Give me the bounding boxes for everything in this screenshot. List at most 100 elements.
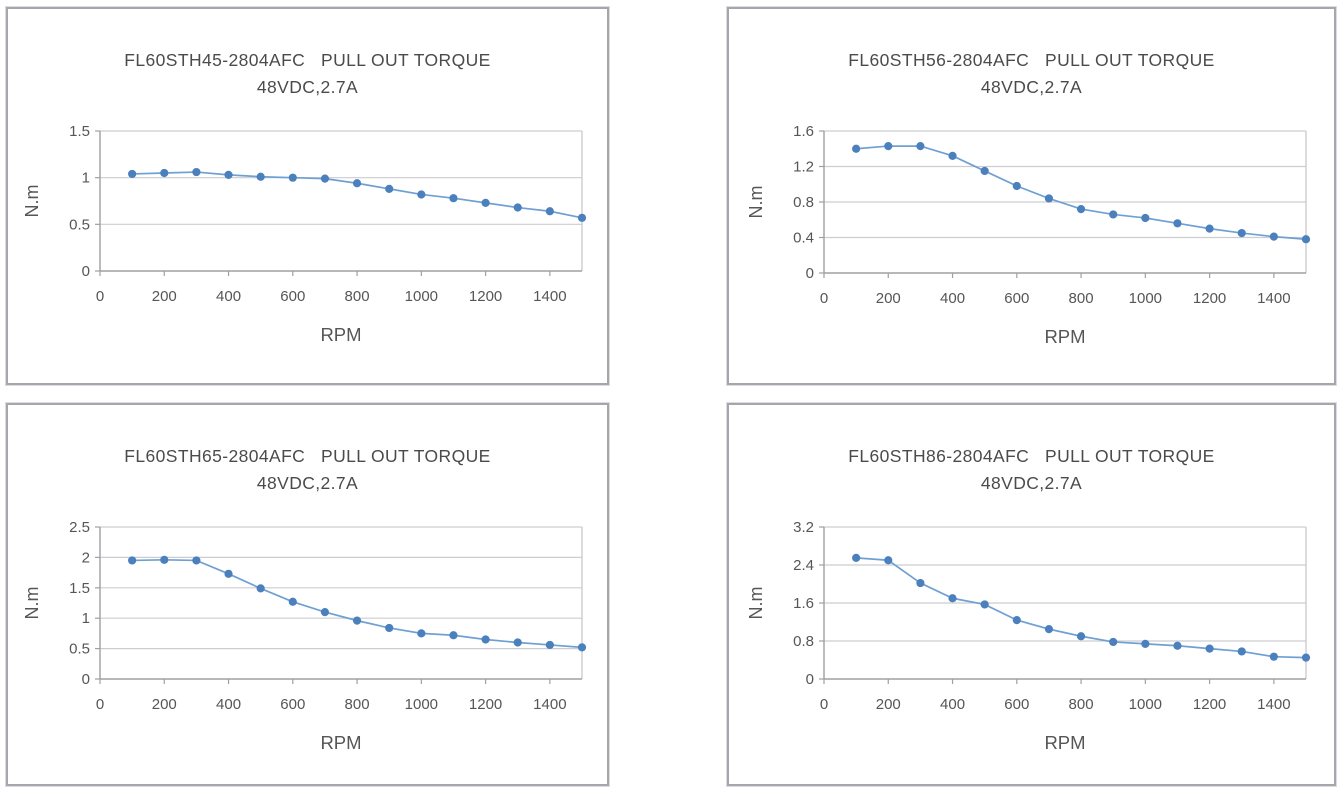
x-tick-label: 1000	[405, 288, 438, 305]
y-tick-label: 1.6	[793, 595, 814, 612]
chart-subtitle: 48VDC,2.7A	[980, 77, 1083, 97]
x-tick-label: 800	[345, 696, 370, 713]
x-tick-label: 400	[216, 288, 241, 305]
x-tick-label: 800	[1068, 696, 1093, 713]
data-point	[1205, 644, 1214, 653]
y-axis-label: N.m	[746, 186, 766, 219]
data-point	[160, 555, 169, 564]
y-tick-label: 1.5	[69, 580, 90, 597]
data-point	[449, 631, 458, 640]
chart-title-block: FL60STH86-2804AFC PULL OUT TORQUE 48VDC,…	[729, 443, 1334, 497]
x-axis-label: RPM	[1044, 326, 1085, 347]
x-tick-label: 800	[345, 288, 370, 305]
y-tick-label: 1.6	[793, 123, 814, 140]
x-tick-label: 0	[819, 290, 827, 307]
chart-title: FL60STH86-2804AFC PULL OUT TORQUE	[848, 446, 1215, 466]
series-line	[132, 171, 583, 219]
x-tick-label: 1400	[533, 696, 566, 713]
data-point	[1140, 639, 1149, 648]
x-tick-label: 200	[152, 288, 177, 305]
chart-panel-fl60sth65: FL60STH65-2804AFC PULL OUT TORQUE 48VDC,…	[6, 403, 609, 786]
data-point	[1269, 232, 1278, 241]
series-line	[855, 145, 1306, 241]
x-tick-label: 600	[280, 288, 305, 305]
data-point	[1205, 224, 1214, 233]
y-tick-label: 1	[82, 170, 90, 187]
data-point	[1237, 647, 1246, 656]
data-point	[1140, 213, 1149, 223]
data-point	[947, 594, 957, 603]
data-point	[288, 597, 297, 606]
chart-panel-fl60sth45: FL60STH45-2804AFC PULL OUT TORQUE 48VDC,…	[6, 7, 609, 385]
chart-panel-fl60sth86: FL60STH86-2804AFC PULL OUT TORQUE 48VDC,…	[727, 403, 1336, 786]
x-tick-label: 1400	[1257, 696, 1290, 713]
x-axis-label: RPM	[320, 324, 361, 345]
series-line	[855, 557, 1306, 659]
data-point	[1301, 653, 1310, 662]
chart-canvas: 0 0.5 1 1.5 0 200 400 600 800 1000 1200 1400 RPM N.m	[22, 123, 587, 345]
data-point	[385, 184, 394, 193]
data-point	[980, 166, 989, 176]
x-tick-label: 1000	[1128, 696, 1161, 713]
y-tick-label: 3.2	[793, 519, 814, 536]
y-tick-label: 0.8	[793, 194, 814, 211]
data-point	[417, 190, 426, 199]
data-point	[192, 556, 201, 565]
x-tick-label: 1400	[533, 288, 566, 305]
x-tick-label: 0	[96, 696, 104, 713]
y-tick-label: 0.5	[69, 216, 90, 233]
chart-canvas: 0 0.5 1 1.5 2 2.5 0 200 400 600 800 1000 1200 1400 RPM…	[22, 519, 587, 753]
chart-title: FL60STH65-2804AFC PULL OUT TORQUE	[124, 446, 491, 466]
data-point	[1076, 205, 1085, 214]
x-tick-label: 400	[940, 290, 965, 307]
data-point	[320, 174, 330, 183]
chart-title-block: FL60STH56-2804AFC PULL OUT TORQUE 48VDC,…	[729, 47, 1334, 101]
data-point	[1172, 641, 1182, 650]
data-point	[417, 629, 426, 638]
data-point	[577, 213, 587, 222]
y-axis-label: N.m	[22, 185, 42, 218]
x-tick-label: 1200	[469, 696, 502, 713]
data-point	[224, 170, 233, 179]
chart-title-block: FL60STH65-2804AFC PULL OUT TORQUE 48VDC,…	[8, 443, 607, 497]
y-axis-label: N.m	[22, 587, 42, 620]
data-point	[1076, 632, 1085, 641]
x-tick-label: 1200	[1192, 696, 1225, 713]
chart-title-block: FL60STH45-2804AFC PULL OUT TORQUE 48VDC,…	[8, 47, 607, 101]
y-tick-label: 1	[82, 610, 90, 627]
x-tick-label: 600	[1004, 696, 1029, 713]
data-point	[947, 151, 957, 160]
y-tick-label: 0.5	[69, 641, 90, 658]
data-point	[1301, 235, 1310, 244]
chart-canvas: 0 0.4 0.8 1.2 1.6 0 200 400 600 800 1000 1200 1400 RP…	[746, 123, 1310, 347]
data-point	[256, 172, 265, 181]
x-tick-label: 200	[875, 696, 900, 713]
y-tick-label: 0	[805, 671, 813, 688]
data-point	[128, 556, 137, 565]
data-point	[481, 198, 490, 207]
data-point	[320, 608, 330, 617]
data-point	[1108, 637, 1117, 647]
data-point	[1108, 210, 1117, 219]
data-point	[481, 635, 490, 644]
data-point	[1269, 652, 1278, 661]
data-point	[128, 169, 137, 179]
series-line	[132, 558, 583, 649]
chart-subtitle: 48VDC,2.7A	[256, 77, 359, 97]
data-point	[352, 179, 362, 188]
x-tick-label: 600	[1004, 290, 1029, 307]
chart-subtitle: 48VDC,2.7A	[256, 473, 359, 493]
y-tick-label: 0	[805, 265, 813, 282]
y-axis-label: N.m	[746, 587, 766, 620]
chart-title: FL60STH56-2804AFC PULL OUT TORQUE	[848, 50, 1215, 70]
data-point	[851, 553, 860, 562]
data-point	[1237, 228, 1246, 238]
y-tick-label: 0.8	[793, 633, 814, 650]
y-tick-label: 2	[82, 549, 90, 566]
data-point	[915, 141, 924, 151]
y-tick-label: 0	[82, 671, 90, 688]
data-point	[513, 638, 522, 647]
data-point	[545, 207, 554, 216]
y-tick-label: 0.4	[793, 230, 814, 247]
